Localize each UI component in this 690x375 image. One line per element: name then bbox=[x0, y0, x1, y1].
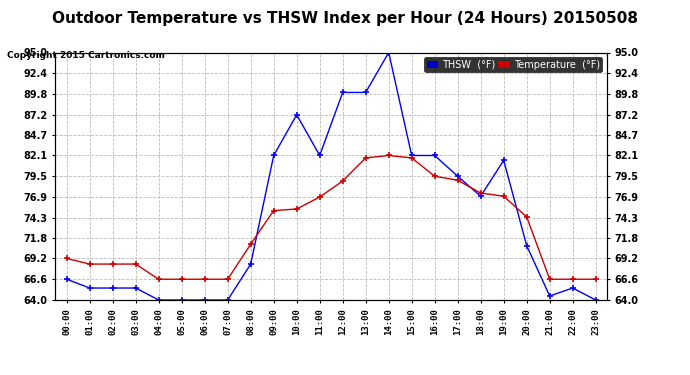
Text: Outdoor Temperature vs THSW Index per Hour (24 Hours) 20150508: Outdoor Temperature vs THSW Index per Ho… bbox=[52, 11, 638, 26]
Text: Copyright 2015 Cartronics.com: Copyright 2015 Cartronics.com bbox=[7, 51, 165, 60]
Legend: THSW  (°F), Temperature  (°F): THSW (°F), Temperature (°F) bbox=[424, 57, 602, 72]
